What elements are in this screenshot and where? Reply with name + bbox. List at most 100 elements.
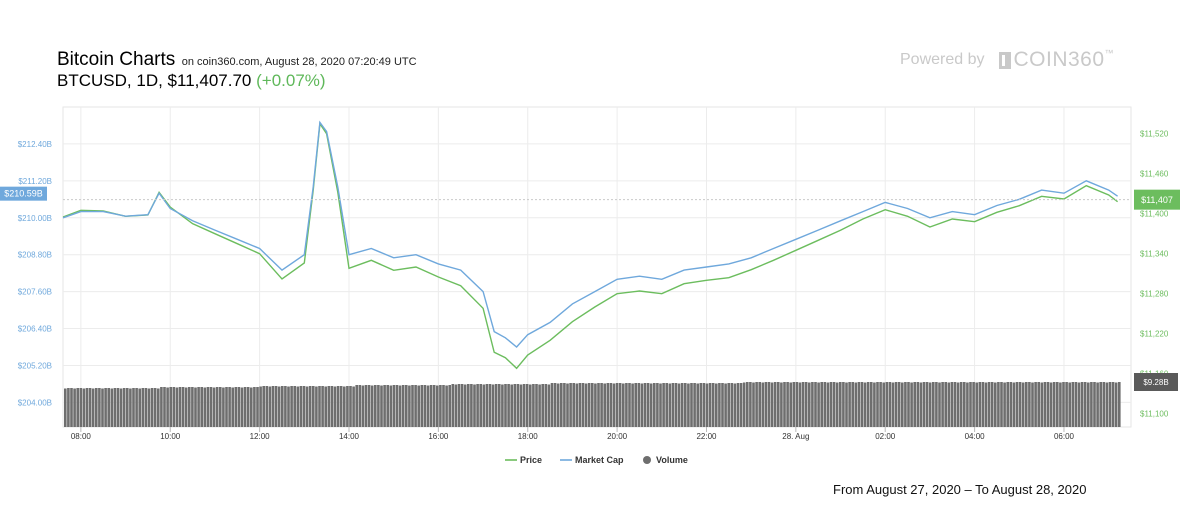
volume-bar: [746, 382, 749, 427]
volume-bar: [346, 386, 349, 427]
volume-bar: [312, 386, 315, 427]
volume-bar: [355, 385, 358, 427]
volume-bar: [184, 387, 188, 427]
volume-bar: [808, 382, 811, 427]
volume-bar: [994, 382, 997, 427]
x-tick-label: 28. Aug: [782, 432, 809, 441]
volume-bar: [708, 383, 712, 427]
volume-bar: [237, 387, 241, 427]
left-tick-label: $210.00B: [18, 214, 52, 223]
volume-bar: [594, 383, 597, 427]
volume-bar: [814, 382, 817, 427]
volume-bar: [851, 382, 854, 427]
volume-bar: [451, 384, 455, 427]
volume-bar: [147, 388, 151, 427]
x-tick-label: 02:00: [875, 432, 896, 441]
volume-bar: [1118, 382, 1121, 427]
volume-bar: [671, 383, 675, 427]
volume-bar: [1090, 382, 1093, 427]
volume-bar: [405, 385, 408, 427]
volume-bar: [780, 382, 783, 427]
volume-bar: [662, 383, 665, 427]
volume-bar: [163, 387, 166, 427]
volume-bar: [172, 387, 176, 427]
volume-bar: [690, 383, 693, 427]
volume-bar: [789, 382, 792, 427]
x-tick-label: 14:00: [339, 432, 360, 441]
volume-bar: [349, 386, 352, 427]
volume-bar: [352, 386, 355, 427]
volume-bar: [1037, 382, 1040, 427]
volume-bar: [634, 383, 637, 427]
volume-bar: [191, 387, 194, 427]
volume-bar: [426, 385, 430, 427]
volume-bar: [997, 382, 1000, 427]
volume-bar: [736, 383, 740, 427]
volume-bar: [293, 386, 296, 427]
volume-bar: [516, 384, 520, 427]
volume-bar: [854, 382, 858, 427]
price-badge: [1134, 189, 1180, 210]
volume-bar: [919, 382, 923, 427]
legend-price-label: Price: [520, 455, 542, 465]
price-series-line: [62, 121, 1119, 370]
bitcoin-chart[interactable]: $212.40B $211.20B $210.00B $208.80B $207.60B…: [0, 0, 1200, 470]
volume-bar: [665, 383, 668, 427]
volume-bar: [423, 385, 427, 427]
volume-bar: [566, 383, 569, 427]
volume-bar: [653, 383, 656, 427]
volume-bar: [519, 384, 523, 427]
powered-by-branding[interactable]: Powered by COIN360 ™: [900, 48, 1114, 72]
volume-bar: [277, 386, 281, 427]
volume-bar: [501, 384, 504, 427]
right-tick-label: $11,280: [1140, 290, 1169, 299]
volume-bar: [1006, 382, 1009, 427]
volume-bar: [529, 384, 532, 427]
volume-bar: [200, 387, 203, 427]
volume-bar: [569, 383, 572, 427]
volume-bar: [101, 388, 104, 427]
volume-bar: [1049, 382, 1053, 427]
volume-bar: [1059, 382, 1062, 427]
volume-bar: [984, 382, 988, 427]
volume-bar: [730, 383, 734, 427]
volume-bar: [364, 385, 368, 427]
volume-bar: [429, 385, 433, 427]
volume-bar: [188, 387, 191, 427]
volume-bar: [888, 382, 892, 427]
volume-bar: [194, 387, 197, 427]
volume-bar: [978, 382, 982, 427]
volume-bar: [265, 386, 269, 427]
chart-legend[interactable]: Price Market Cap Volume: [505, 455, 688, 465]
plot-frame: [62, 106, 1132, 428]
volume-bar: [1071, 382, 1075, 427]
volume-bar: [256, 387, 259, 427]
volume-bar: [910, 382, 913, 427]
volume-bar: [1062, 382, 1065, 427]
volume-bar: [135, 388, 138, 427]
volume-bar: [374, 385, 377, 427]
volume-bar: [361, 385, 365, 427]
volume-bar: [556, 383, 560, 427]
volume-bar: [870, 382, 873, 427]
volume-bar: [231, 387, 234, 427]
volume-bar: [95, 388, 98, 427]
volume-bar: [333, 386, 337, 427]
volume-bar: [160, 387, 163, 427]
volume-bar: [724, 383, 727, 427]
market-cap-badge: [0, 186, 47, 201]
volume-bar: [175, 387, 179, 427]
volume-bar: [1080, 382, 1084, 427]
volume-bar: [835, 382, 839, 427]
volume-bar: [597, 383, 600, 427]
volume-bar: [408, 385, 411, 427]
volume-bar: [981, 382, 985, 427]
volume-bar: [370, 385, 374, 427]
volume-bar: [1052, 382, 1056, 427]
price-change: (+0.07%): [256, 71, 326, 90]
x-tick-label: 04:00: [965, 432, 986, 441]
volume-bar: [715, 383, 718, 427]
volume-bar: [938, 382, 941, 427]
volume-bar: [1028, 382, 1031, 427]
volume-bar: [622, 383, 625, 427]
